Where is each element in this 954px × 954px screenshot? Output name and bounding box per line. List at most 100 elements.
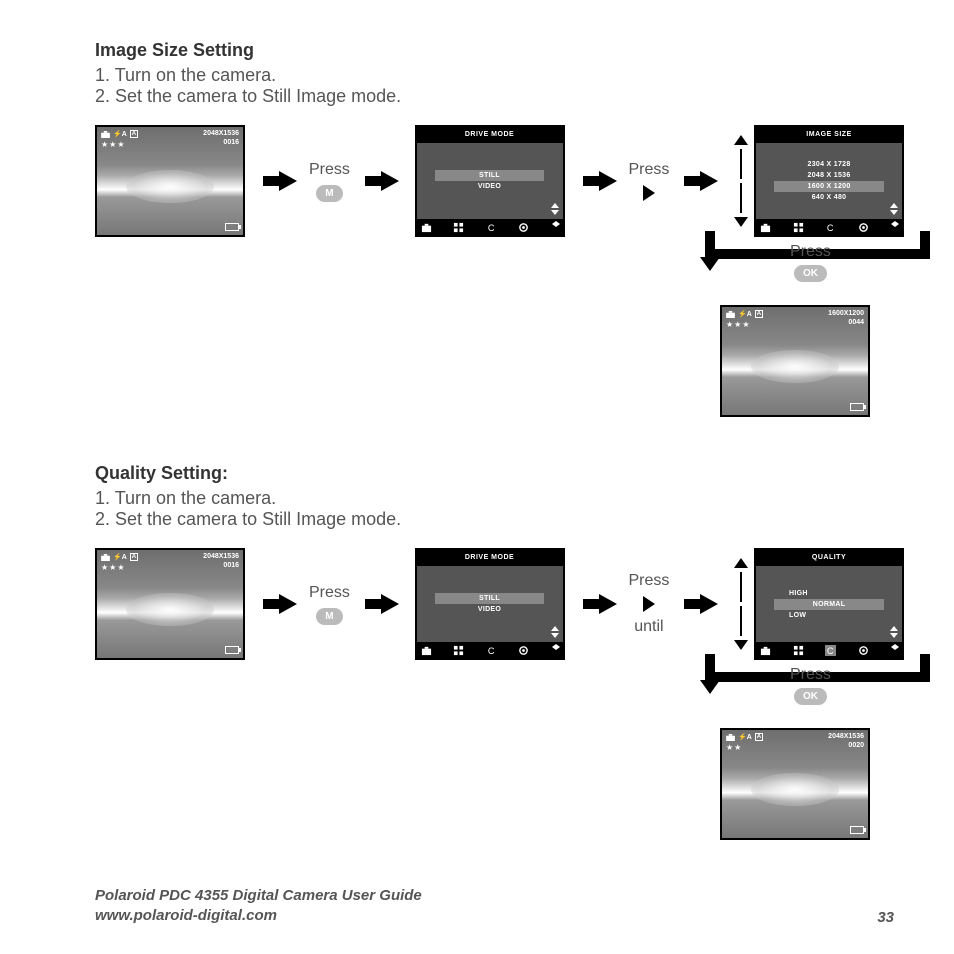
section-quality: Quality Setting: 1. Turn on the camera. … <box>95 463 904 860</box>
lcd-camera-preview: ⚡A A 2048X15360016 ★★★ <box>95 548 245 660</box>
menu-item-selected[interactable]: 1600 X 1200 <box>774 181 884 192</box>
footer-url: www.polaroid-digital.com <box>95 906 422 926</box>
grid-icon <box>453 222 464 233</box>
up-down-nav[interactable] <box>734 558 748 650</box>
flow-row-1: ⚡A A 2048X15360016 ★★★ Press M DRIVE MOD… <box>95 125 904 237</box>
camera-icon <box>101 554 110 561</box>
down-flow: Press OK ⚡A A 1600X12000044 ★★★ <box>685 237 904 437</box>
arrow-right-icon <box>381 594 399 614</box>
camera-icon <box>421 645 432 656</box>
arrow-right-icon <box>599 171 617 191</box>
lr-indicator <box>552 637 560 655</box>
camera-icon <box>421 222 432 233</box>
ok-button[interactable]: OK <box>794 688 827 705</box>
up-nav-icon <box>734 135 748 145</box>
lcd-image-size-menu: IMAGE SIZE 2304 X 1728 2048 X 1536 1600 … <box>754 125 904 237</box>
page-number: 33 <box>877 909 894 926</box>
menu-item-video[interactable]: VIDEO <box>470 604 509 615</box>
section-title: Image Size Setting <box>95 40 904 61</box>
menu-item-high[interactable]: HIGH <box>781 588 816 599</box>
press-ok: Press OK <box>790 243 831 282</box>
up-nav-icon <box>734 558 748 568</box>
press-right: Press <box>623 161 675 201</box>
footer-guide-title: Polaroid PDC 4355 Digital Camera User Gu… <box>95 886 422 906</box>
svg-text:C: C <box>487 646 494 656</box>
lcd-resolution: 2048X15360016 <box>203 129 239 147</box>
down-nav-icon <box>734 217 748 227</box>
lcd-result: ⚡A A 2048X15360020 ★★ <box>720 728 870 840</box>
menu-body: HIGH NORMAL LOW <box>756 566 902 642</box>
flow-row-2: ⚡A A 2048X15360016 ★★★ Press M DRIVE MOD… <box>95 548 904 660</box>
right-nav-icon[interactable] <box>643 596 655 612</box>
lcd-quality-stars: ★★★ <box>101 563 126 572</box>
menu-item-video[interactable]: VIDEO <box>470 181 509 192</box>
battery-icon <box>850 826 864 834</box>
m-button[interactable]: M <box>316 608 342 625</box>
camera-icon <box>726 734 735 741</box>
lcd-result: ⚡A A 1600X12000044 ★★★ <box>720 305 870 417</box>
flash-icon: ⚡A <box>113 553 127 561</box>
camera-icon <box>101 131 110 138</box>
mode-box-icon: A <box>130 553 138 561</box>
menu-item[interactable]: 640 X 480 <box>804 192 855 203</box>
m-button[interactable]: M <box>316 185 342 202</box>
menu-body: STILL VIDEO <box>417 566 563 642</box>
compress-icon: C <box>486 222 497 233</box>
lcd-status-icons: ⚡A A <box>101 553 138 561</box>
arrow-right-icon <box>599 594 617 614</box>
lcd-camera-preview: ⚡A A 2048X15360016 ★★★ <box>95 125 245 237</box>
lr-indicator <box>552 214 560 232</box>
flash-icon: ⚡A <box>738 733 752 741</box>
menu-item-normal[interactable]: NORMAL <box>774 599 884 610</box>
menu-header: IMAGE SIZE <box>756 127 902 143</box>
step-2: 2. Set the camera to Still Image mode. <box>95 86 904 107</box>
menu-header: DRIVE MODE <box>417 127 563 143</box>
lcd-resolution: 1600X12000044 <box>828 309 864 327</box>
lcd-status-icons: ⚡A A <box>101 130 138 138</box>
up-down-nav[interactable] <box>734 135 748 227</box>
mode-box-icon: A <box>130 130 138 138</box>
lr-indicator <box>891 637 899 655</box>
battery-icon <box>850 403 864 411</box>
lcd-quality-stars: ★★★ <box>101 140 126 149</box>
grid-icon <box>453 645 464 656</box>
step-2: 2. Set the camera to Still Image mode. <box>95 509 904 530</box>
menu-body: STILL VIDEO <box>417 143 563 219</box>
lcd-quality-stars: ★★ <box>726 743 742 752</box>
svg-text:C: C <box>487 223 494 233</box>
page-footer: Polaroid PDC 4355 Digital Camera User Gu… <box>95 886 894 927</box>
lcd-resolution: 2048X15360016 <box>203 552 239 570</box>
step-1: 1. Turn on the camera. <box>95 65 904 86</box>
section-image-size: Image Size Setting 1. Turn on the camera… <box>95 40 904 437</box>
arrow-right-icon <box>279 171 297 191</box>
press-ok: Press OK <box>790 666 831 705</box>
lcd-quality-stars: ★★★ <box>726 320 751 329</box>
step-1: 1. Turn on the camera. <box>95 488 904 509</box>
lcd-status-icons: ⚡A A <box>726 310 763 318</box>
right-nav-icon[interactable] <box>643 185 655 201</box>
arrow-right-icon <box>700 594 718 614</box>
menu-header: QUALITY <box>756 550 902 566</box>
down-flow-2: Press OK ⚡A A 2048X15360020 ★★ <box>685 660 904 860</box>
flash-icon: ⚡A <box>113 130 127 138</box>
gear-icon <box>518 645 529 656</box>
arrow-right-icon <box>700 171 718 191</box>
press-m: Press M <box>303 161 355 202</box>
flash-icon: ⚡A <box>738 310 752 318</box>
mode-box-icon: A <box>755 733 763 741</box>
menu-header: DRIVE MODE <box>417 550 563 566</box>
arrow-right-icon <box>381 171 399 191</box>
menu-bottom-icons: C <box>417 642 563 658</box>
gear-icon <box>518 222 529 233</box>
menu-item[interactable]: 2304 X 1728 <box>800 159 859 170</box>
menu-item-still[interactable]: STILL <box>435 170 545 181</box>
menu-body: 2304 X 1728 2048 X 1536 1600 X 1200 640 … <box>756 143 902 219</box>
camera-icon <box>726 311 735 318</box>
menu-item-still[interactable]: STILL <box>435 593 545 604</box>
menu-item[interactable]: 2048 X 1536 <box>800 170 859 181</box>
ok-button[interactable]: OK <box>794 265 827 282</box>
lcd-resolution: 2048X15360020 <box>828 732 864 750</box>
battery-icon <box>225 646 239 654</box>
menu-item-low[interactable]: LOW <box>781 610 814 621</box>
compress-icon: C <box>486 645 497 656</box>
